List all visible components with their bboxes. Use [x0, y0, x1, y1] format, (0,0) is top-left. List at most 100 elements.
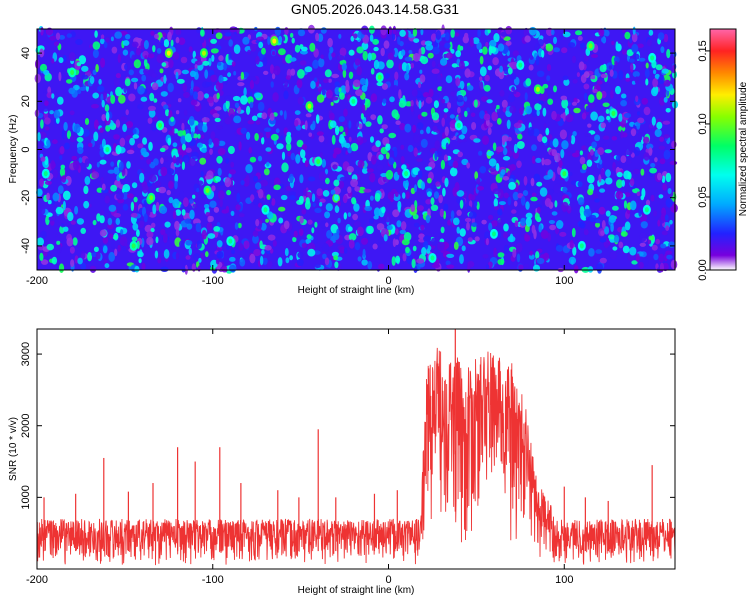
spectrogram-cell: [73, 160, 80, 171]
spectrogram-cell: [298, 195, 304, 204]
spectrogram-cell: [616, 104, 621, 112]
spectrogram-cell: [502, 156, 511, 161]
spectrogram-cell: [92, 219, 97, 226]
spectrogram-cell: [301, 46, 308, 52]
spectrogram-cell: [399, 216, 404, 222]
spectrogram-cell: [162, 233, 168, 244]
spectrogram-cell: [198, 257, 202, 263]
spectrogram-cell: [149, 161, 156, 169]
spectrogram-cell: [559, 33, 563, 40]
spectrogram-cell: [488, 222, 493, 231]
spectrogram-cell: [669, 219, 673, 225]
spectrogram-cell: [481, 219, 487, 225]
spectrogram-cell: [283, 90, 289, 100]
spectrogram-cell: [441, 99, 446, 104]
spectrogram-cell: [590, 75, 596, 80]
spectrogram-cell: [633, 146, 641, 156]
spectrogram-cell: [284, 27, 289, 36]
spectrogram-cell: [378, 237, 384, 245]
spectrogram-cell: [299, 174, 304, 184]
spectrogram-cell: [122, 123, 127, 133]
spectrogram-cell: [397, 36, 401, 45]
spectrogram-cell: [255, 219, 260, 227]
spectrogram-cell: [395, 255, 401, 264]
spectrogram-cell: [497, 43, 505, 52]
spectrogram-cell: [116, 192, 124, 200]
spectrogram-cell: [667, 188, 672, 195]
spectrogram-cell: [59, 146, 65, 155]
spectrogram-cell: [188, 46, 193, 53]
spectrogram-cell: [454, 182, 460, 192]
spectrogram-cell: [289, 255, 293, 261]
spectrogram-cell: [215, 81, 224, 91]
spectrogram-cell: [179, 240, 184, 249]
spectrogram-cell: [97, 85, 105, 93]
spectrogram-hotspot-core: [43, 171, 48, 177]
spectrogram-cell: [594, 134, 601, 142]
spectrogram-cell: [458, 60, 465, 70]
spectrogram-cell: [631, 43, 639, 53]
spectrogram-cell: [218, 90, 224, 96]
spectrogram-cell: [369, 218, 374, 224]
spectrogram-cell: [205, 212, 211, 217]
spectrogram-cell: [312, 120, 316, 130]
spectrogram-cell: [151, 222, 156, 228]
spectrogram-cell: [217, 167, 222, 177]
spectrogram-cell: [432, 46, 440, 55]
spectrogram-cell: [88, 142, 93, 148]
spectrogram-cell: [319, 202, 323, 207]
spectrogram-cell: [273, 177, 281, 187]
spectrogram-cell: [59, 225, 65, 234]
spectrogram-cell: [299, 50, 308, 55]
spectrogram-cell: [281, 151, 286, 161]
spectrogram-cell: [370, 93, 378, 103]
spectrogram-cell: [387, 191, 395, 200]
spectrogram-cell: [432, 188, 440, 193]
spectrogram-cell: [565, 114, 574, 123]
spectrogram-cell: [518, 264, 524, 271]
spectrogram-cell: [531, 224, 536, 234]
spectrogram-cell: [249, 156, 257, 163]
spectrogram-cell: [226, 189, 232, 196]
spectrogram-cell: [254, 182, 262, 190]
spectrogram-cell: [348, 71, 354, 80]
spectrogram-cell: [474, 171, 479, 180]
spectrogram-cell: [259, 220, 263, 225]
spectrogram-cell: [330, 96, 339, 101]
spectrogram-cell: [507, 150, 513, 157]
spectrogram-cell: [437, 241, 445, 251]
spectrogram-cell: [503, 182, 510, 187]
spectrogram-cell: [559, 231, 567, 237]
spectrogram-cell: [536, 70, 545, 78]
spectrogram-cell: [577, 181, 583, 188]
spectrogram-cell: [224, 32, 232, 37]
spectrogram-cell: [365, 121, 372, 127]
spectrogram-cell: [66, 237, 74, 247]
spectrogram-cell: [172, 198, 180, 209]
spectrogram-cell: [402, 192, 406, 199]
spectrogram-cell: [83, 200, 90, 209]
spectrogram-cell: [480, 96, 489, 102]
spectrogram-cell: [611, 136, 618, 141]
spectrogram-cell: [531, 155, 536, 164]
spectrogram-cell: [40, 27, 44, 36]
spectrogram-cell: [269, 112, 275, 122]
spectrogram-cell: [265, 129, 271, 139]
spectrogram-cell: [301, 242, 307, 249]
spectrogram-cell: [431, 184, 437, 189]
spectrogram-cell: [201, 134, 205, 139]
spectrogram-cell: [399, 122, 406, 131]
spectrogram-cell: [266, 161, 270, 167]
spectrogram-cell: [591, 54, 598, 58]
spectrogram-cell: [555, 245, 564, 252]
spectrogram-cell: [609, 251, 617, 260]
spectrogram-cell: [450, 91, 456, 97]
spectrogram-cell: [58, 35, 65, 40]
spectrogram-cell: [348, 136, 352, 142]
spectrogram-cell: [125, 121, 134, 129]
spectrogram-cell: [40, 230, 47, 239]
spectrogram-cell: [163, 104, 169, 110]
spectrogram-cell: [353, 33, 358, 39]
spectrogram-hotspot-core: [158, 122, 163, 128]
spectrogram-cell: [285, 186, 292, 191]
